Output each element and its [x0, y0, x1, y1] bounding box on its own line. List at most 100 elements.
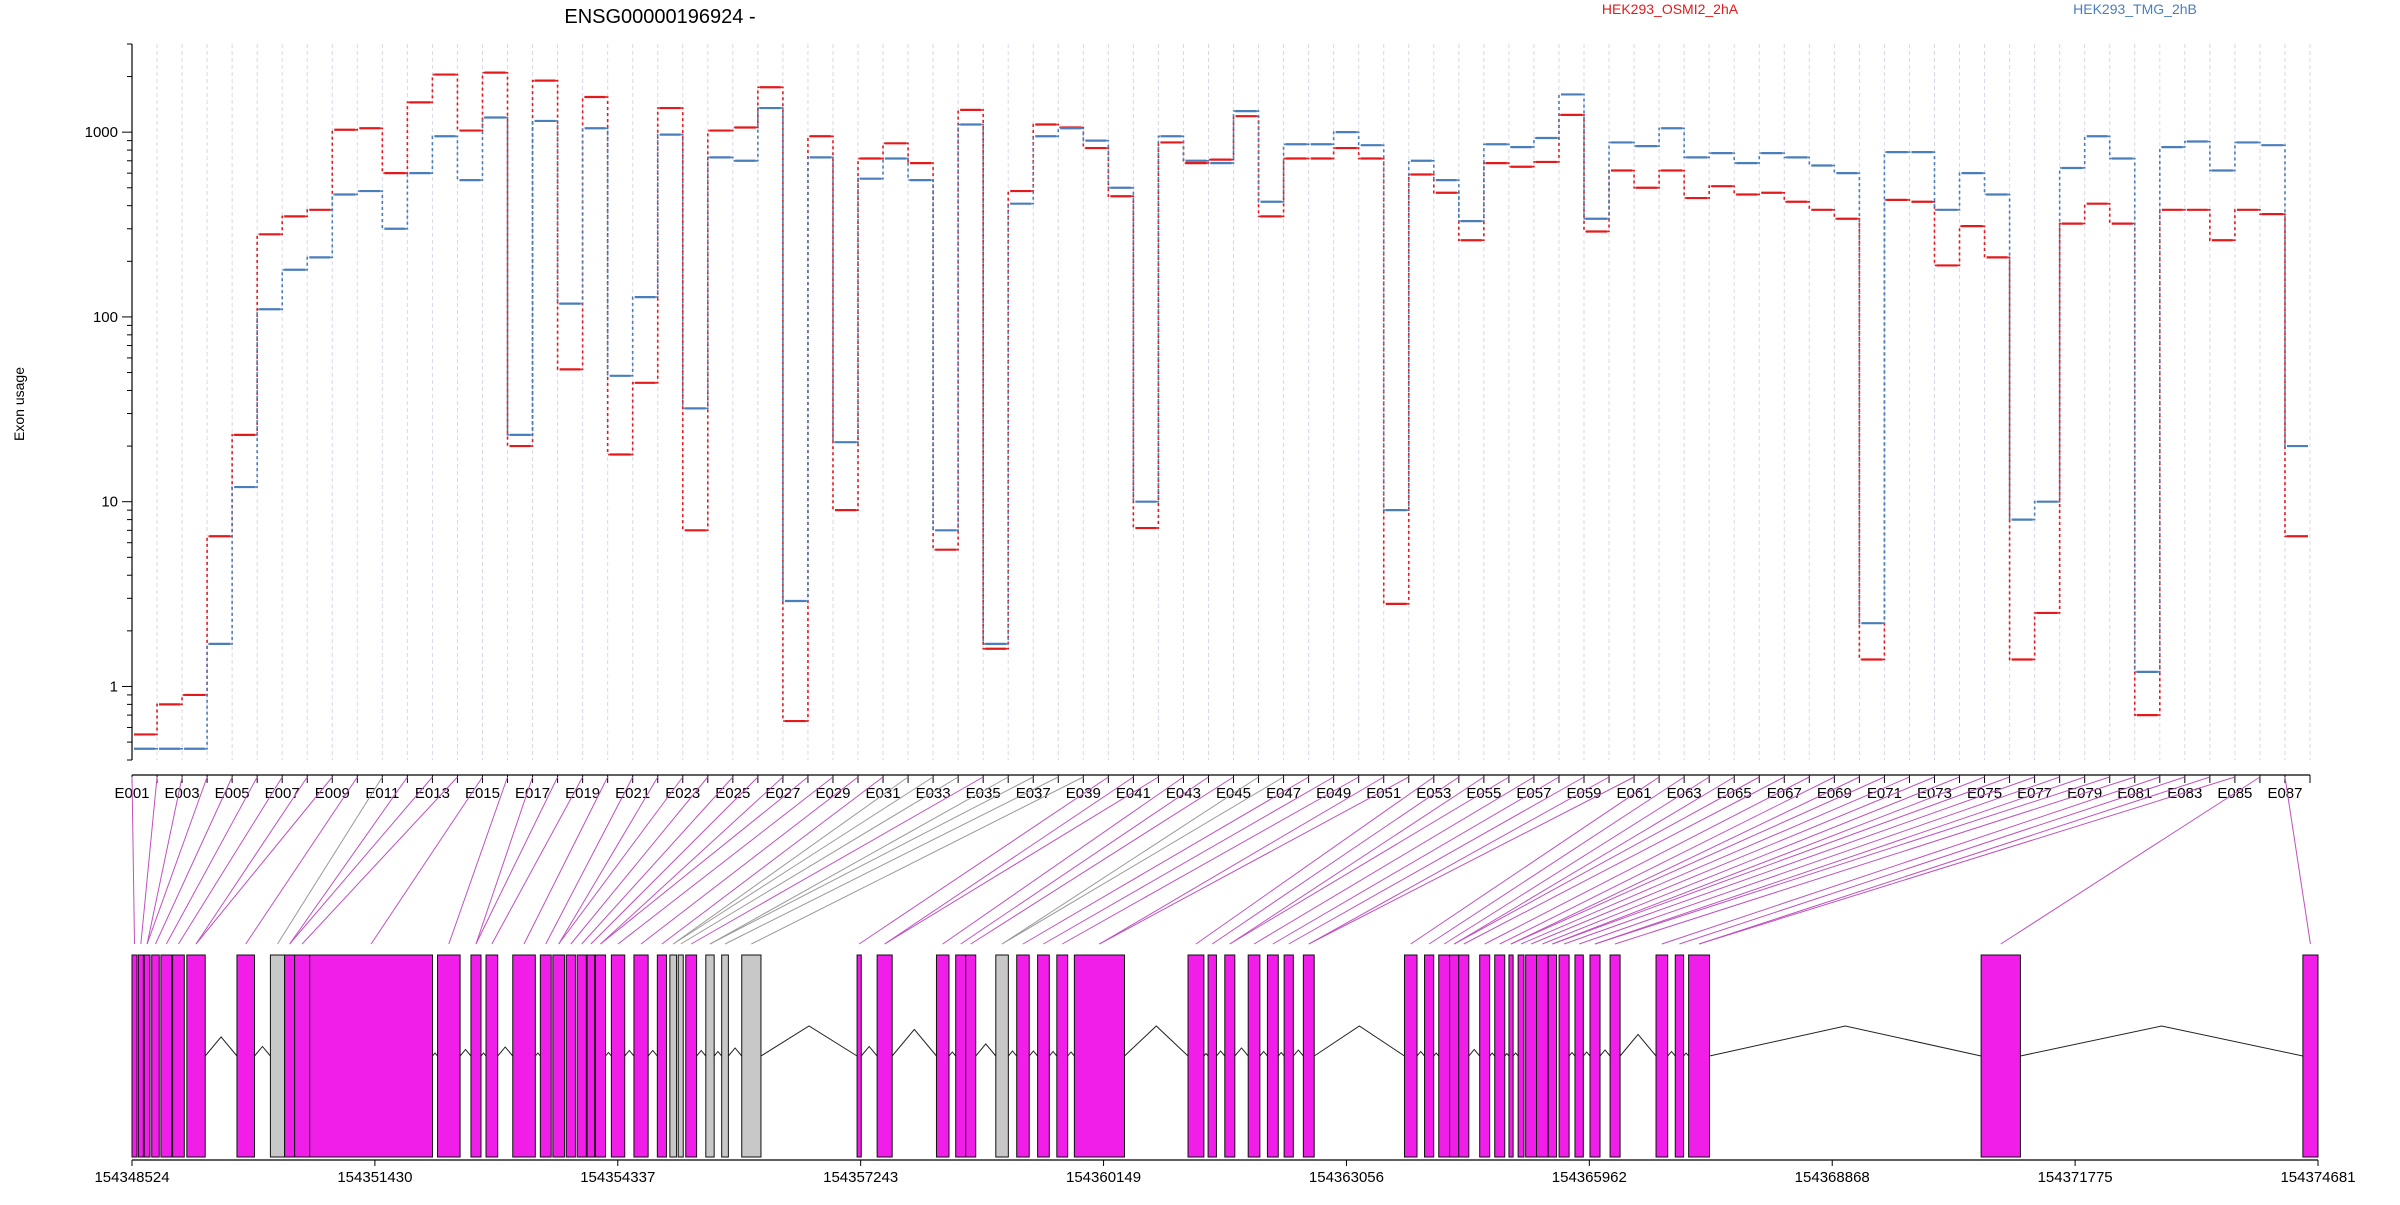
series-2-step: [555, 120, 560, 305]
series-2-step: [2257, 141, 2262, 146]
exon-connector: [1614, 776, 2135, 945]
x-tick-label: E007: [265, 785, 300, 802]
exon-block: [1073, 954, 1126, 1158]
intron: [1007, 1050, 1018, 1057]
x-tick-label: E005: [215, 785, 250, 802]
series-2-step: [1031, 135, 1036, 205]
series-1-step: [1506, 162, 1511, 168]
intron: [1683, 1052, 1690, 1057]
exon-block: [1187, 954, 1205, 1158]
legend-series-2: HEK293_TMG_2hB: [2073, 1, 2197, 17]
intron: [1216, 1050, 1226, 1057]
series-2-step: [1331, 131, 1336, 146]
exon-connector: [884, 776, 1134, 945]
exon-block: [137, 954, 144, 1158]
exon-block: [610, 954, 626, 1158]
exon-connector: [1453, 776, 1735, 945]
exon-connector: [570, 776, 709, 945]
series-2-step: [1657, 127, 1662, 147]
x-tick-label: E015: [465, 785, 500, 802]
exon-block: [1438, 954, 1451, 1158]
series-2-step: [380, 190, 385, 230]
intron: [1667, 1050, 1676, 1057]
exon-connector: [1099, 776, 1409, 945]
exon-connector: [680, 776, 959, 945]
series-1-step: [2082, 202, 2087, 225]
exon-block: [594, 954, 607, 1158]
intron: [480, 1052, 487, 1057]
exon-connector: [1453, 776, 1760, 945]
exon-block: [576, 954, 587, 1158]
series-2: [134, 93, 2308, 750]
series-2-step: [1582, 93, 1586, 220]
genomic-tick-label: 154368868: [1795, 1169, 1870, 1186]
exon-connector: [1061, 776, 1359, 945]
series-2-step: [1707, 152, 1712, 159]
series-2-step: [1256, 110, 1261, 203]
exon-connector: [558, 776, 659, 945]
series-1-step: [1632, 169, 1637, 189]
series-2-step: [430, 135, 435, 174]
series-1-step: [380, 127, 385, 174]
series-2-step: [1506, 143, 1511, 148]
exon-block: [656, 954, 668, 1158]
series-1-step: [155, 703, 160, 736]
exon-connector: [1443, 776, 1710, 945]
series-2-step: [280, 268, 285, 311]
series-1-step: [1281, 157, 1286, 218]
intron: [1504, 1052, 1510, 1057]
series-2-step: [330, 193, 335, 259]
x-tick-label: E065: [1717, 785, 1752, 802]
intron: [713, 1050, 723, 1057]
exon-connector: [1211, 776, 1460, 945]
exon-connector: [970, 776, 1234, 945]
intron: [534, 1052, 541, 1057]
intron: [1313, 1025, 1405, 1057]
exon-block: [1037, 954, 1050, 1158]
series-2-step: [2082, 135, 2087, 169]
exon-connector: [1308, 776, 1610, 945]
series-1-step: [355, 127, 360, 131]
exon-block: [470, 954, 482, 1158]
x-tick-label: E037: [1016, 785, 1051, 802]
x-tick-label: E077: [2017, 785, 2052, 802]
series-1-step: [255, 233, 260, 436]
series-1-step: [230, 434, 235, 538]
exon-block: [1302, 954, 1315, 1158]
exon-block: [172, 954, 185, 1158]
exon-block: [1224, 954, 1236, 1158]
exon-block: [151, 954, 160, 1158]
series-1-step: [1807, 200, 1812, 211]
series-1-step: [1131, 195, 1136, 529]
series-1-step: [956, 109, 961, 551]
series-2-step: [780, 107, 785, 602]
exon-connector: [1428, 776, 1685, 945]
series-2-step: [755, 107, 760, 162]
series-1-step: [931, 162, 936, 551]
exon-block: [1525, 954, 1538, 1158]
x-tick-label: E025: [715, 785, 750, 802]
series-2-step: [1181, 135, 1186, 162]
series-2-step: [1231, 110, 1236, 164]
intron: [696, 1049, 707, 1057]
intron: [1234, 1047, 1249, 1057]
exon-block: [1458, 954, 1470, 1158]
exon-connector: [600, 776, 809, 945]
x-tick-label: E051: [1366, 785, 1401, 802]
exon-block: [1266, 954, 1279, 1158]
exon-connector: [1510, 776, 1885, 945]
intron: [1203, 1052, 1209, 1057]
x-tick-label: E009: [315, 785, 350, 802]
exon-block: [1247, 954, 1261, 1158]
x-tick-label: E019: [565, 785, 600, 802]
exon-block: [1688, 954, 1711, 1158]
series-2-step: [2032, 500, 2037, 521]
series-2-step: [230, 486, 235, 645]
series-1-step: [906, 142, 911, 164]
exon-connector: [1499, 776, 1835, 945]
intron: [459, 1048, 472, 1057]
intron: [254, 1045, 271, 1057]
series-2-step: [1556, 93, 1561, 139]
series-1-step: [1256, 115, 1261, 218]
